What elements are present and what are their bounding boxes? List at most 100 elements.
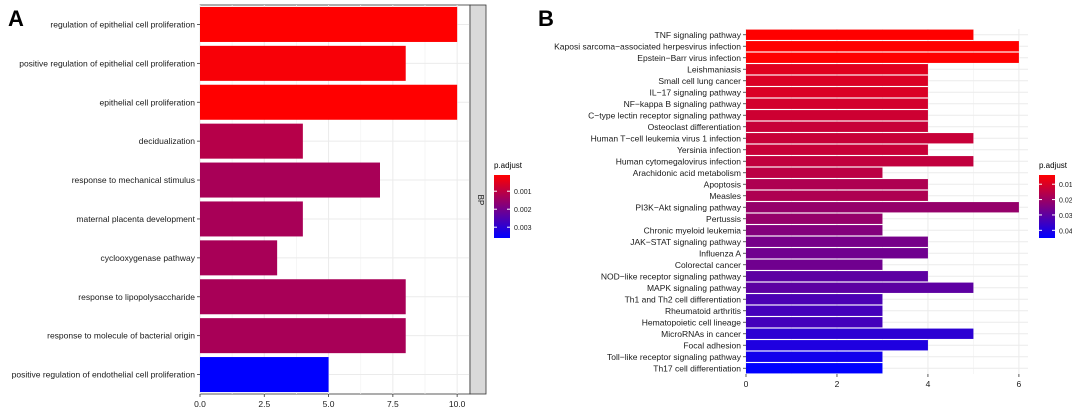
- panel-b-legend: p.adjust 0.01 0.02 0.03 0.04: [1039, 161, 1072, 238]
- pA-bar-6: [200, 240, 278, 276]
- legend-b-title: p.adjust: [1039, 161, 1068, 170]
- pB-xtick-label-0: 0: [744, 379, 749, 389]
- panel-a-go-bp: A regulation of epithelial cell prolifer…: [8, 4, 532, 409]
- pB-category-label-6: NF−kappa B signaling pathway: [624, 99, 742, 109]
- pB-bar-27: [746, 340, 928, 351]
- legend-b-colorbar: [1039, 175, 1055, 238]
- pA-category-label-4: response to mechanical stimulus: [72, 175, 195, 185]
- pB-category-label-2: Epstein−Barr virus infection: [637, 53, 741, 63]
- legend-a-title: p.adjust: [494, 161, 523, 170]
- pA-category-label-9: positive regulation of endothelial cell …: [12, 370, 196, 380]
- pB-bar-6: [746, 98, 928, 109]
- pA-category-label-7: response to lipopolysaccharide: [78, 292, 195, 302]
- pB-category-label-24: Rheumatoid arthritis: [665, 306, 741, 316]
- pB-category-label-29: Th17 cell differentiation: [653, 363, 741, 373]
- pB-category-label-5: IL−17 signaling pathway: [650, 87, 742, 97]
- pB-category-label-18: JAK−STAT signaling pathway: [630, 237, 742, 247]
- pB-category-label-9: Human T−cell leukemia virus 1 infection: [591, 133, 742, 143]
- pB-bar-9: [746, 133, 974, 144]
- pA-xtick-label-3: 7.5: [387, 399, 399, 409]
- pB-category-label-25: Hematopoietic cell lineage: [642, 317, 741, 327]
- pB-category-label-0: TNF signaling pathway: [655, 30, 742, 40]
- pA-category-label-2: epithelial cell proliferation: [100, 97, 196, 107]
- pB-bar-7: [746, 110, 928, 121]
- pB-bar-14: [746, 190, 928, 201]
- pA-category-label-0: regulation of epithelial cell proliferat…: [50, 19, 195, 29]
- pB-legend-label-1: 0.02: [1059, 198, 1072, 205]
- pA-legend-label-2: 0.003: [514, 225, 532, 232]
- pA-bar-3: [200, 123, 303, 159]
- pB-bar-13: [746, 179, 928, 190]
- pB-bar-15: [746, 202, 1019, 213]
- panel-a-y-labels: regulation of epithelial cell proliferat…: [12, 19, 200, 380]
- pB-category-label-12: Arachidonic acid metabolism: [633, 168, 741, 178]
- pA-bar-7: [200, 279, 406, 315]
- pA-legend-label-1: 0.002: [514, 207, 532, 214]
- pA-category-label-1: positive regulation of epithelial cell p…: [19, 58, 195, 68]
- pB-category-label-4: Small cell lung cancer: [658, 76, 741, 86]
- pB-category-label-17: Chronic myeloid leukemia: [644, 225, 742, 235]
- pB-bar-20: [746, 259, 883, 270]
- pB-bar-19: [746, 248, 928, 259]
- panel-label-b: B: [538, 6, 554, 31]
- pB-bar-22: [746, 282, 974, 293]
- pA-bar-4: [200, 162, 380, 198]
- pB-legend-label-3: 0.04: [1059, 228, 1072, 235]
- pA-xtick-label-4: 10.0: [449, 399, 466, 409]
- pB-bar-25: [746, 317, 883, 328]
- pB-category-label-19: Influenza A: [699, 248, 741, 258]
- pB-category-label-1: Kaposi sarcoma−associated herpesvirus in…: [554, 41, 741, 51]
- pA-xtick-label-0: 0.0: [194, 399, 206, 409]
- pA-xtick-label-2: 5.0: [323, 399, 335, 409]
- pB-category-label-11: Human cytomegalovirus infection: [616, 156, 741, 166]
- pB-category-label-3: Leishmaniasis: [687, 64, 741, 74]
- pB-category-label-27: Focal adhesion: [683, 340, 741, 350]
- pA-category-label-5: maternal placenta development: [76, 214, 195, 224]
- pB-bar-23: [746, 294, 883, 305]
- pB-bar-11: [746, 156, 974, 167]
- pB-bar-4: [746, 75, 928, 86]
- pB-bar-26: [746, 328, 974, 339]
- pB-bar-8: [746, 121, 928, 132]
- pA-category-label-3: decidualization: [139, 136, 196, 146]
- pB-bar-18: [746, 236, 928, 247]
- pB-category-label-8: Osteoclast differentiation: [648, 122, 742, 132]
- pB-xtick-label-2: 4: [926, 379, 931, 389]
- pB-bar-28: [746, 351, 883, 362]
- pA-category-label-8: response to molecule of bacterial origin: [47, 331, 195, 341]
- pB-category-label-22: MAPK signaling pathway: [647, 283, 742, 293]
- pA-bar-2: [200, 84, 458, 120]
- pA-xtick-label-1: 2.5: [258, 399, 270, 409]
- panel-a-legend: p.adjust 0.001 0.002 0.003: [494, 161, 532, 238]
- pB-category-label-23: Th1 and Th2 cell differentiation: [625, 294, 742, 304]
- pB-category-label-10: Yersinia infection: [677, 145, 741, 155]
- pB-bar-24: [746, 305, 883, 316]
- pA-bar-8: [200, 318, 406, 354]
- pB-category-label-14: Measles: [709, 191, 741, 201]
- pB-bar-21: [746, 271, 928, 282]
- pB-xtick-label-1: 2: [835, 379, 840, 389]
- pA-legend-label-0: 0.001: [514, 189, 532, 196]
- pA-bar-9: [200, 357, 329, 393]
- pB-category-label-13: Apoptosis: [704, 179, 741, 189]
- pB-bar-17: [746, 225, 883, 236]
- pB-bar-2: [746, 52, 1019, 63]
- pA-bar-0: [200, 6, 458, 42]
- panel-label-a: A: [8, 6, 24, 31]
- pB-legend-label-0: 0.01: [1059, 182, 1072, 189]
- panel-a-bars: [200, 6, 458, 393]
- pB-bar-5: [746, 87, 928, 98]
- pB-legend-label-2: 0.03: [1059, 213, 1072, 220]
- pB-category-label-26: MicroRNAs in cancer: [661, 329, 741, 339]
- panel-a-x-ticks: 0.0 2.5 5.0 7.5 10.0: [194, 394, 466, 409]
- panel-b-x-ticks: 0 2 4 6: [744, 374, 1022, 389]
- pA-category-label-6: cyclooxygenase pathway: [100, 253, 195, 263]
- pB-xtick-label-3: 6: [1017, 379, 1022, 389]
- pA-bar-1: [200, 45, 406, 81]
- pB-category-label-7: C−type lectin receptor signaling pathway: [588, 110, 742, 120]
- pB-category-label-20: Colorectal cancer: [675, 260, 741, 270]
